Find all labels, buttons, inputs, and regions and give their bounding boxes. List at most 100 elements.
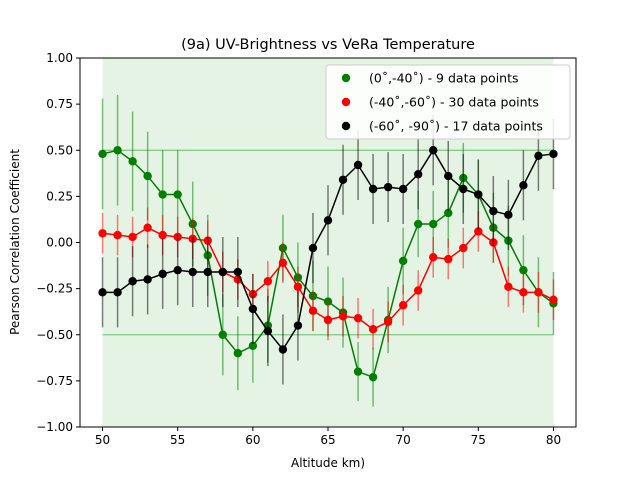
data-point	[338, 312, 348, 321]
data-point	[429, 253, 438, 262]
data-point	[383, 317, 393, 327]
data-point	[263, 277, 273, 286]
data-point	[519, 288, 528, 297]
data-point	[368, 325, 378, 334]
y-tick-label: 0.75	[46, 97, 73, 111]
data-point	[474, 227, 483, 236]
data-point	[233, 349, 243, 358]
data-point	[248, 304, 258, 314]
data-point	[429, 146, 438, 155]
y-axis-label: Pearson Correlation Coefficient	[8, 149, 22, 335]
data-point	[549, 295, 558, 304]
x-tick-label: 50	[95, 433, 110, 447]
legend: (0˚,-40˚) - 9 data points (-40˚,-60˚) - 3…	[325, 64, 571, 140]
data-point	[489, 206, 498, 216]
data-point	[534, 288, 543, 297]
data-point	[368, 184, 378, 194]
data-point	[398, 256, 408, 266]
data-point	[188, 267, 197, 277]
y-tick-label: −0.50	[36, 328, 73, 342]
x-tick-label: 65	[320, 433, 335, 447]
data-point	[459, 243, 468, 253]
data-point	[504, 210, 513, 220]
data-point	[293, 282, 303, 291]
data-point	[413, 170, 423, 179]
y-tick-label: −0.25	[36, 282, 73, 296]
data-point	[308, 306, 318, 315]
data-point	[278, 258, 288, 267]
data-point	[323, 315, 333, 325]
data-point	[323, 216, 333, 225]
data-point	[444, 208, 453, 218]
data-point	[143, 275, 152, 284]
legend-marker	[341, 121, 351, 131]
data-point	[459, 184, 468, 194]
data-point	[293, 321, 303, 330]
data-point	[143, 223, 152, 232]
x-tick-label: 70	[396, 433, 411, 447]
data-point	[218, 330, 227, 339]
data-point	[444, 171, 453, 181]
data-point	[413, 286, 423, 295]
x-tick-label: 75	[471, 433, 486, 447]
data-point	[113, 230, 122, 240]
data-point	[398, 184, 408, 194]
data-point	[113, 288, 122, 297]
y-tick-label: 0.00	[46, 236, 73, 250]
x-tick-label: 55	[170, 433, 185, 447]
data-point	[158, 230, 167, 240]
data-point	[233, 267, 243, 277]
data-point	[98, 229, 107, 238]
legend-label: (0˚,-40˚) - 9 data points	[369, 71, 519, 86]
data-point	[429, 219, 438, 229]
data-point	[549, 149, 558, 159]
x-tick-label: 80	[546, 433, 561, 447]
series-3	[98, 115, 558, 385]
legend-label: (-60˚, -90˚) - 17 data points	[369, 119, 543, 134]
legend-box	[325, 64, 571, 140]
data-point	[98, 288, 107, 297]
data-point	[128, 157, 137, 166]
data-point	[398, 301, 408, 310]
data-point	[308, 243, 318, 253]
data-point	[504, 282, 513, 291]
data-point	[248, 341, 258, 351]
y-tick-label: 1.00	[46, 51, 73, 65]
data-point	[158, 269, 167, 279]
y-tick-label: −0.75	[36, 374, 73, 388]
data-point	[128, 232, 137, 242]
data-point	[143, 171, 152, 181]
legend-marker	[341, 97, 351, 107]
data-point	[413, 219, 423, 229]
data-point	[113, 146, 122, 155]
data-point	[338, 175, 348, 184]
data-point	[534, 151, 543, 160]
x-tick-label: 60	[245, 433, 260, 447]
data-point	[474, 190, 483, 199]
data-point	[519, 181, 528, 190]
legend-label: (-40˚,-60˚) - 30 data points	[369, 95, 539, 110]
data-point	[519, 265, 528, 275]
data-point	[263, 326, 273, 336]
data-point	[218, 267, 227, 277]
legend-marker	[341, 73, 351, 83]
y-tick-label: 0.50	[46, 143, 73, 157]
data-point	[353, 367, 363, 376]
y-tick-label: −1.00	[36, 420, 73, 434]
data-point	[368, 372, 378, 382]
data-point	[383, 182, 393, 192]
data-point	[353, 160, 363, 170]
data-point	[278, 345, 288, 354]
y-tick-label: 0.25	[46, 189, 73, 203]
data-point	[173, 190, 182, 199]
data-point	[444, 254, 453, 264]
data-point	[203, 267, 212, 277]
data-point	[98, 149, 107, 159]
data-point	[173, 265, 182, 275]
x-axis-label: Altitude km)	[291, 456, 365, 470]
chart-title: (9a) UV-Brightness vs VeRa Temperature	[181, 37, 475, 53]
data-point	[158, 190, 167, 199]
data-point	[353, 313, 363, 323]
